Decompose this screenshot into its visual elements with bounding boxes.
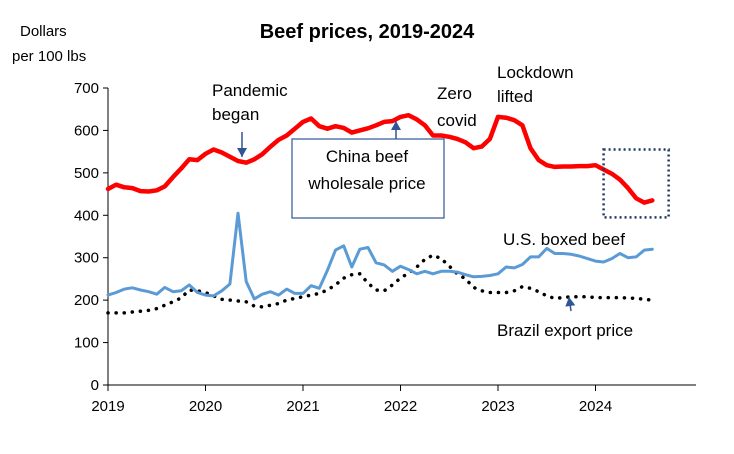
y-tick-label: 500 (74, 165, 99, 182)
annotation-us-label: U.S. boxed beef (503, 230, 625, 249)
annotation-layer: Pandemic began Zero covid Lockdown lifted Chin… (212, 63, 670, 340)
annotation-lockdown: Lockdown (497, 63, 574, 82)
x-tick-label: 2023 (481, 398, 514, 415)
annotation-brazil-label: Brazil export price (497, 321, 633, 340)
pandemic-arrow-head (237, 148, 247, 157)
annotation-china-label: wholesale price (307, 174, 425, 193)
y-axis-unit-line-1: Dollars (20, 23, 67, 40)
annotation-zero-covid: covid (437, 111, 477, 130)
highlight-box (602, 148, 670, 219)
annotation-pandemic: Pandemic (212, 81, 288, 100)
series-line-china-beef-wholesale-price (105, 112, 655, 205)
x-tick-label: 2020 (189, 398, 222, 415)
y-tick-label: 700 (74, 80, 99, 97)
x-tick-label: 2019 (91, 398, 124, 415)
x-tick-label: 2022 (384, 398, 417, 415)
y-axis-unit-line-2: per 100 lbs (12, 48, 86, 65)
brazil-label-arrow-head (565, 297, 576, 307)
axes: 0 100 200 300 400 500 600 700 2019 2020 2021 2022 20… (74, 80, 696, 415)
y-tick-label: 200 (74, 292, 99, 309)
annotation-pandemic: began (212, 105, 259, 124)
x-tick-label: 2021 (286, 398, 319, 415)
x-tick-label: 2024 (579, 398, 612, 415)
chart-title: Beef prices, 2019-2024 (260, 21, 475, 43)
annotation-zero-covid: Zero (437, 84, 472, 103)
y-tick-label: 0 (91, 377, 99, 394)
y-tick-label: 300 (74, 250, 99, 267)
china-label-box (291, 138, 445, 219)
series-line-brazil-export-price (106, 253, 655, 315)
series-layer (105, 112, 655, 315)
annotation-china-label: China beef (326, 147, 409, 166)
y-tick-label: 400 (74, 207, 99, 224)
annotation-lockdown: lifted (497, 87, 533, 106)
china-label-arrow-head (391, 121, 401, 130)
series-line-u-s-boxed-beef (106, 211, 654, 301)
y-tick-label: 100 (74, 335, 99, 352)
y-tick-label: 600 (74, 122, 99, 139)
